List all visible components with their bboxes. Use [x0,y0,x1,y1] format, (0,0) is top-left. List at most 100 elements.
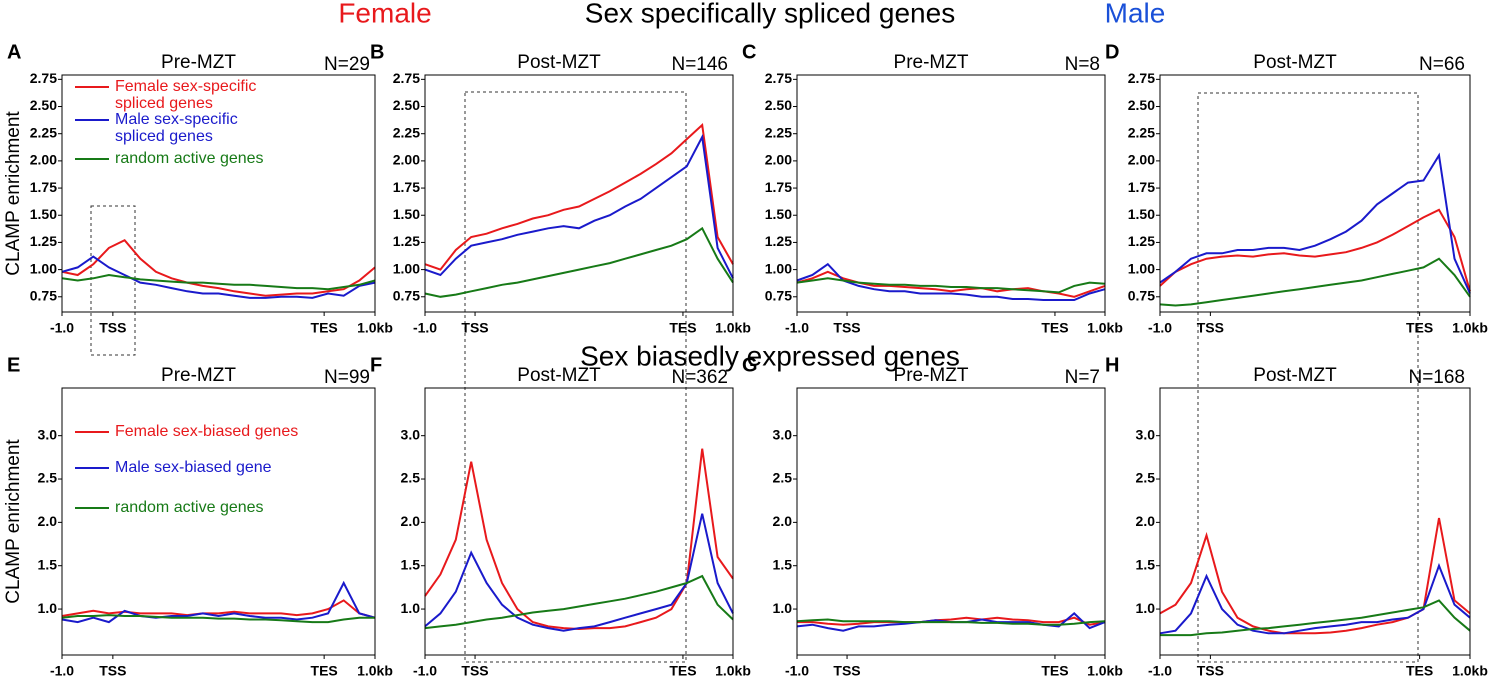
sample-size: N=7 [1065,367,1100,388]
x-tick-label: TES [311,663,338,676]
y-tick-label: 1.75 [1128,179,1155,195]
panel-title: Post-MZT [1253,52,1337,73]
legend-item: Male sex-specific spliced genes [75,111,290,145]
data-line [1159,257,1471,307]
panel-letter: E [7,354,20,376]
legend-swatch [75,119,109,121]
x-tick-label: 1.0kb [357,663,393,676]
y-tick-label: 1.0 [38,600,58,616]
sample-size: N=99 [324,367,370,388]
y-tick-label: 1.00 [1128,260,1155,276]
data-line [796,618,1106,626]
y-tick-label: 2.5 [1136,470,1156,486]
legend-label: Female sex-biased genes [115,423,299,440]
section-title: Sex specifically spliced genes [585,0,955,28]
plot-frame [424,387,734,656]
y-tick-label: 3.0 [773,426,793,442]
y-tick-label: 2.5 [38,470,58,486]
y-tick-label: 2.0 [401,513,421,529]
highlight-box [464,91,687,663]
x-tick-label: TSS [461,663,488,676]
sample-size: N=8 [1065,54,1100,75]
y-tick-label: 1.0 [773,600,793,616]
x-tick-label: TSS [99,663,126,676]
x-tick-label: TES [1406,320,1433,336]
y-axis-label: CLAMP enrichment [3,439,24,604]
y-tick-label: 1.00 [393,260,420,276]
y-tick-label: 1.50 [393,206,420,222]
y-tick-label: 1.50 [765,206,792,222]
data-line [61,238,376,297]
y-tick-label: 3.0 [38,426,58,442]
y-tick-label: 1.0 [1136,600,1156,616]
plot-frame [61,74,376,313]
x-tick-label: -1.0 [413,320,437,336]
panel-title: Pre-MZT [894,52,969,73]
x-tick-label: -1.0 [1148,320,1172,336]
data-line [424,122,734,271]
highlight-boxes [90,91,1419,663]
data-line [424,513,734,632]
x-tick-label: -1.0 [50,320,74,336]
data-line [1160,599,1471,637]
data-line [424,133,734,279]
plot-frame [796,387,1106,656]
panel-title: Post-MZT [517,365,601,386]
legend-item: Female sex-specific spliced genes [75,78,290,112]
data-line [61,255,376,299]
x-tick-label: TES [1406,663,1433,676]
y-tick-label: 1.50 [30,206,57,222]
y-tick-label: 2.50 [1128,97,1155,113]
x-tick-label: 1.0kb [1087,663,1123,676]
x-tick-label: TSS [99,320,126,336]
section-title: Sex biasedly expressed genes [580,340,960,371]
x-tick-label: 1.0kb [1452,320,1488,336]
y-tick-label: 2.25 [393,124,420,140]
legend-label: Male sex-specific spliced genes [115,111,238,145]
plot-frame [1159,74,1471,313]
x-tick-label: TSS [1197,320,1224,336]
panel-letter: G [742,354,758,376]
x-tick-label: -1.0 [1148,663,1172,676]
y-tick-label: 2.5 [773,470,793,486]
y-tick-label: 2.25 [30,124,57,140]
y-tick-label: 1.00 [30,260,57,276]
panel-title: Pre-MZT [161,365,236,386]
panel-letter: H [1105,354,1119,376]
data-line [61,614,375,624]
y-tick-label: 1.25 [765,233,792,249]
data-line [1159,152,1471,294]
x-tick-label: TSS [1197,663,1224,676]
data-line [424,226,734,298]
y-tick-label: 2.0 [773,513,793,529]
x-tick-label: -1.0 [785,663,809,676]
x-tick-label: 1.0kb [1452,663,1488,676]
x-tick-label: TES [1041,320,1068,336]
panel-letter: A [7,41,21,63]
y-tick-label: 1.0 [401,600,421,616]
panel-title: Pre-MZT [894,365,969,386]
legend-label: Female sex-specific spliced genes [115,78,257,112]
legend-label: random active genes [115,499,264,516]
panel-title: Pre-MZT [161,52,236,73]
y-tick-label: 1.25 [30,233,57,249]
data-line [1159,562,1471,635]
y-tick-label: 2.00 [765,152,792,168]
panel-letter: F [370,354,382,376]
x-tick-label: -1.0 [50,663,74,676]
legend-swatch [75,431,109,433]
panel-title: Post-MZT [517,52,601,73]
y-tick-label: 2.75 [30,70,57,86]
x-tick-label: TES [669,320,696,336]
legend-item: random active genes [75,499,375,516]
x-tick-label: 1.0kb [1087,320,1123,336]
sample-size: N=29 [324,54,370,75]
plot-frame [796,74,1106,313]
y-tick-label: 0.75 [393,287,420,303]
y-tick-label: 1.5 [773,556,793,572]
y-tick-label: 0.75 [1128,287,1155,303]
legend-item: Female sex-biased genes [75,423,375,440]
y-tick-label: 2.00 [393,152,420,168]
y-tick-label: 2.00 [1128,152,1155,168]
